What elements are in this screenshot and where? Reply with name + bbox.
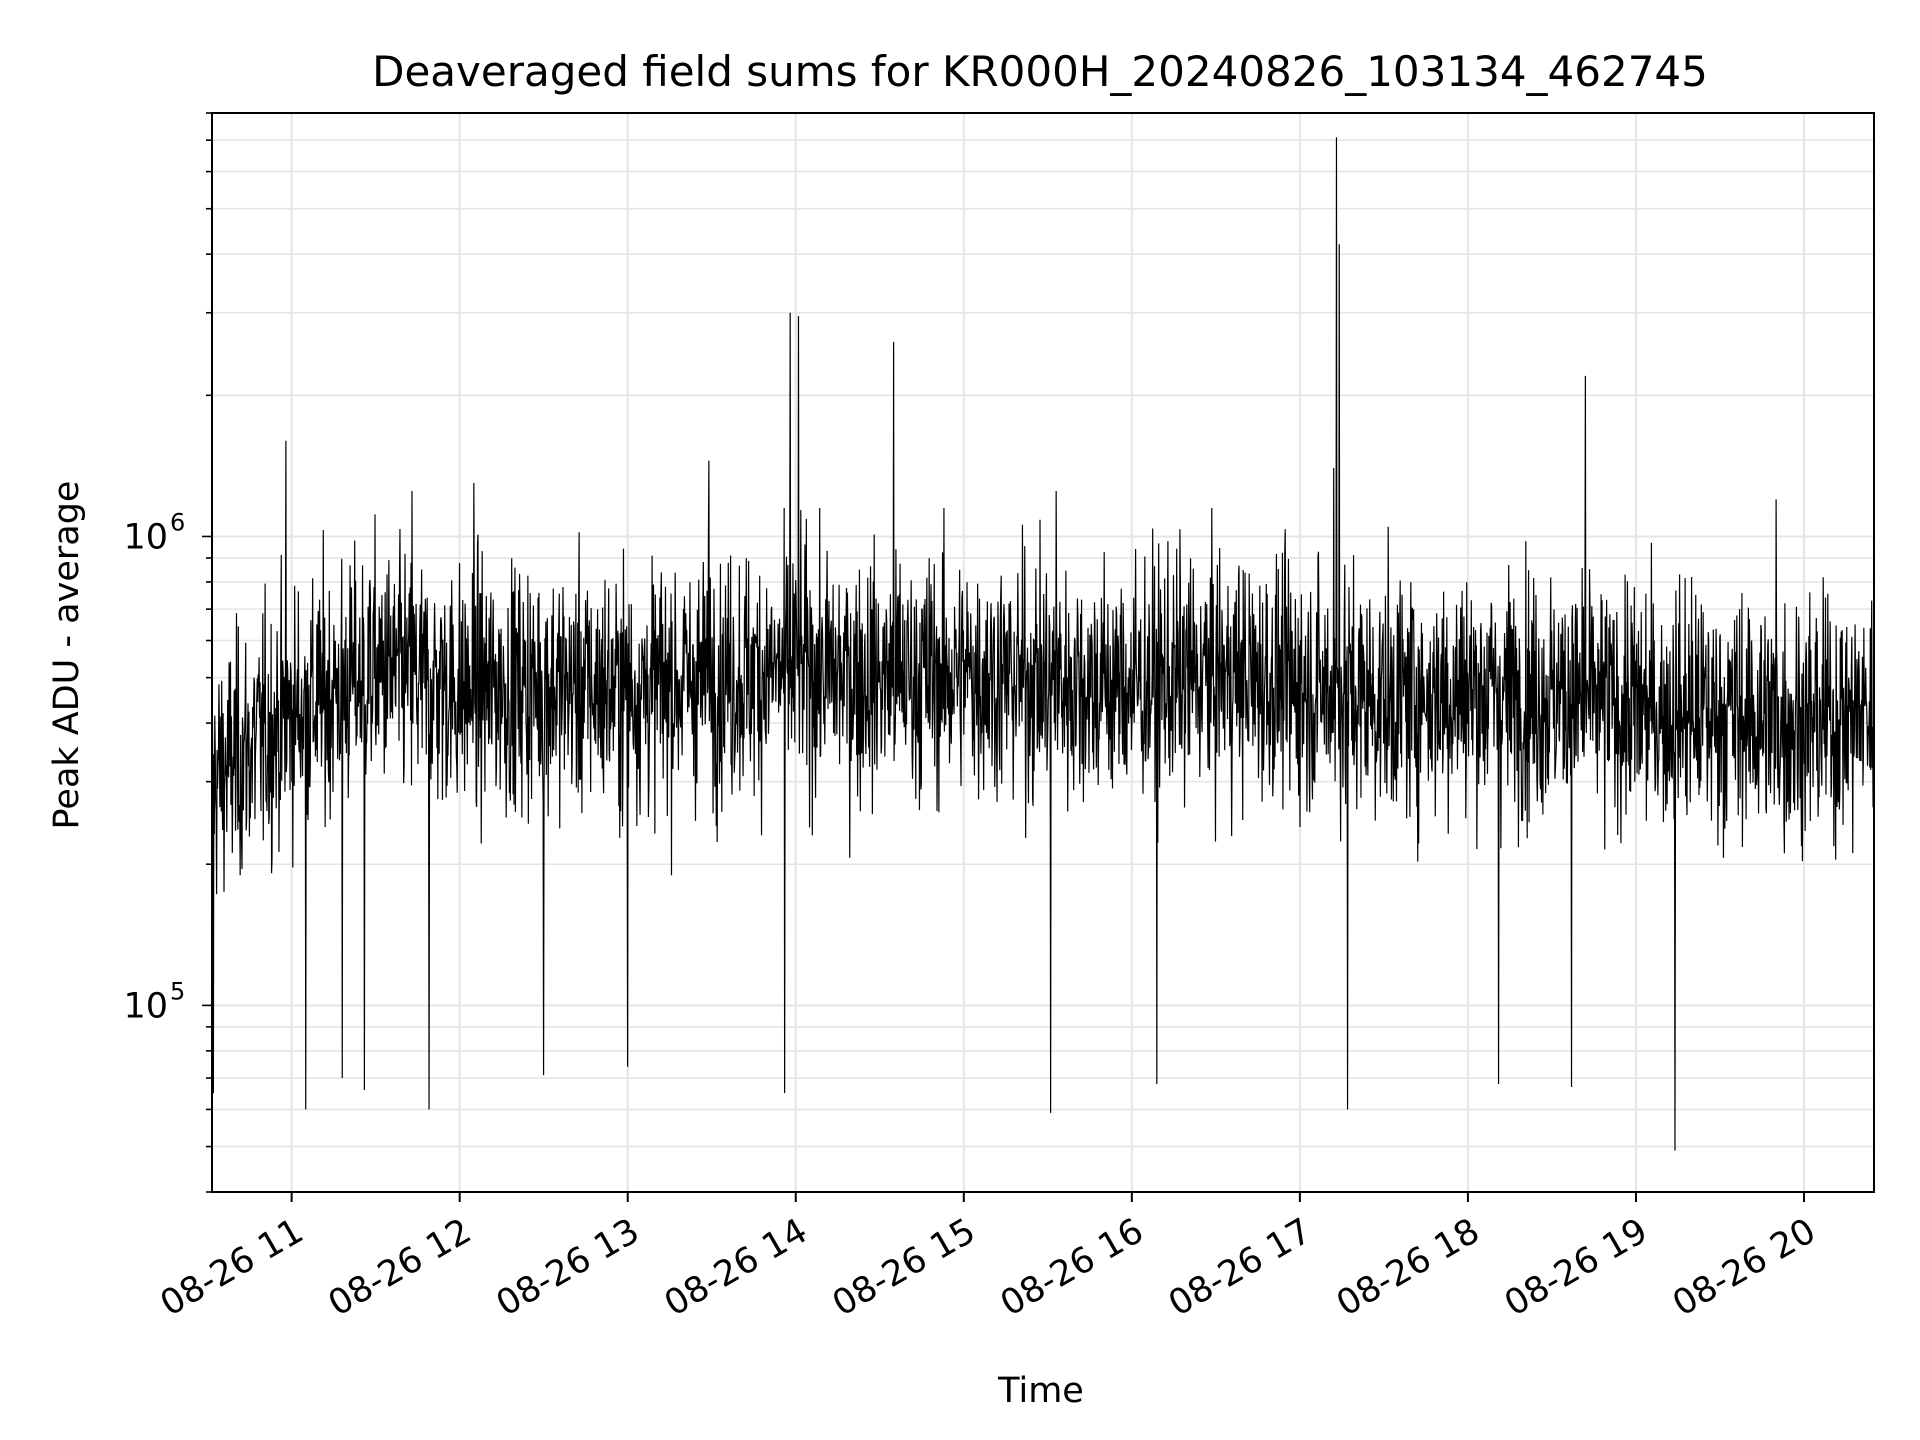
series-line — [211, 137, 1875, 1151]
y-tick-label-base: 10 — [123, 517, 168, 557]
y-tick-label-exponent: 6 — [170, 508, 185, 536]
chart-title: Deaveraged field sums for KR000H_2024082… — [372, 47, 1708, 96]
plot-frame — [211, 112, 1875, 1193]
y-tick-label: 10 6 — [123, 508, 185, 557]
plot-area — [211, 137, 1875, 1151]
x-axis-label: Time — [997, 1371, 1084, 1411]
y-tick-label: 10 5 — [123, 977, 185, 1026]
y-tick-label-base: 10 — [123, 986, 168, 1026]
y-tick-label-exponent: 5 — [170, 977, 185, 1005]
y-axis-label: Peak ADU - average — [47, 481, 87, 830]
